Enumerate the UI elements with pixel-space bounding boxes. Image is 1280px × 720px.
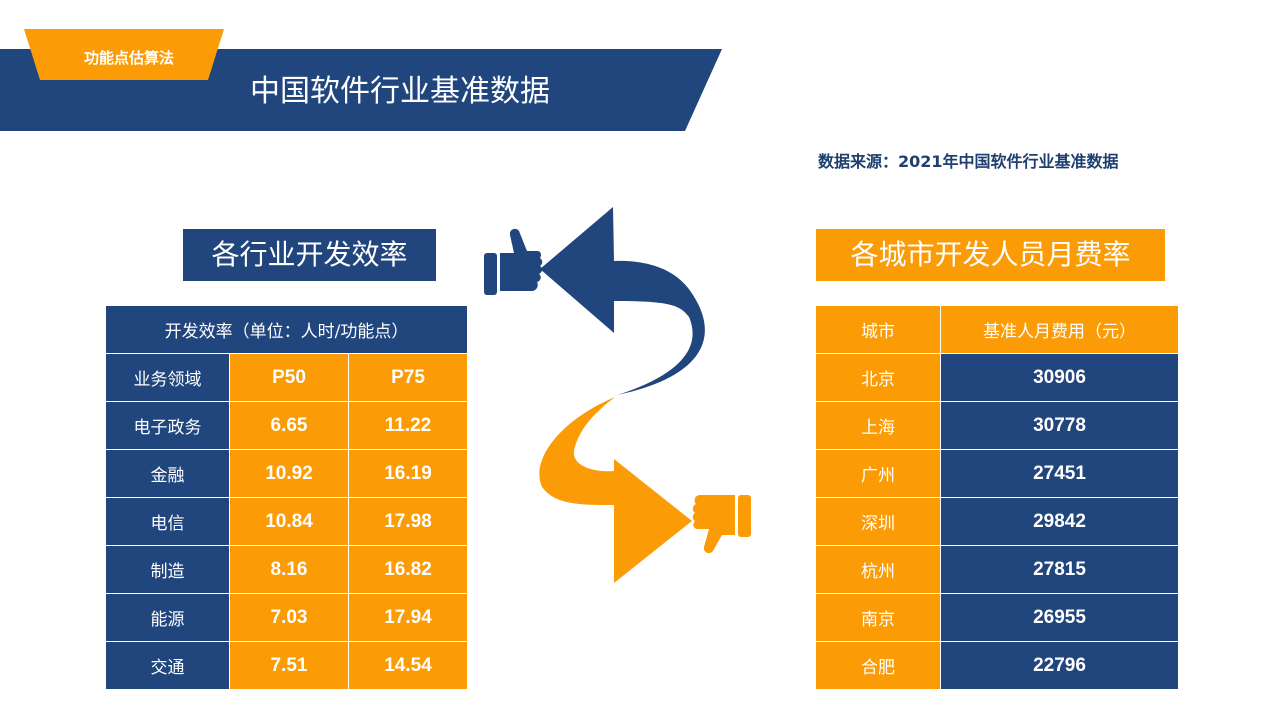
table-caption-row: 开发效率（单位：人时/功能点） (105, 305, 468, 354)
city-cell: 广州 (815, 449, 941, 498)
table-row: 电子政务 6.65 11.22 (105, 401, 468, 450)
p75-cell: 17.94 (348, 593, 468, 642)
industry-efficiency-heading: 各行业开发效率 (183, 229, 436, 281)
column-header: 业务领域 (105, 353, 230, 402)
table-row: 广州 27451 (815, 449, 1179, 498)
p50-cell: 6.65 (229, 401, 349, 450)
header-tab (24, 29, 224, 80)
table-header-row: 城市 基准人月费用（元） (815, 305, 1179, 354)
table-row: 制造 8.16 16.82 (105, 545, 468, 594)
city-cell: 上海 (815, 401, 941, 450)
city-cell: 南京 (815, 593, 941, 642)
table-header-row: 业务领域 P50 P75 (105, 353, 468, 402)
column-header: P75 (348, 353, 468, 402)
tab-label: 功能点估算法 (83, 49, 174, 67)
industry-cell: 交通 (105, 641, 230, 690)
monthly-cost-cell: 26955 (940, 593, 1179, 642)
industry-cell: 制造 (105, 545, 230, 594)
p75-cell: 16.19 (348, 449, 468, 498)
industry-efficiency-table: 开发效率（单位：人时/功能点） 业务领域 P50 P75 电子政务 6.65 1… (105, 305, 468, 690)
column-header: P50 (229, 353, 349, 402)
p50-cell: 8.16 (229, 545, 349, 594)
city-cell: 杭州 (815, 545, 941, 594)
p75-cell: 11.22 (348, 401, 468, 450)
industry-cell: 能源 (105, 593, 230, 642)
monthly-cost-cell: 22796 (940, 641, 1179, 690)
thumbs-down-icon (692, 495, 751, 554)
monthly-cost-cell: 29842 (940, 497, 1179, 546)
p50-cell: 7.51 (229, 641, 349, 690)
table-row: 深圳 29842 (815, 497, 1179, 546)
p75-cell: 16.82 (348, 545, 468, 594)
table-row: 电信 10.84 17.98 (105, 497, 468, 546)
p75-cell: 14.54 (348, 641, 468, 690)
table-row: 南京 26955 (815, 593, 1179, 642)
column-header: 城市 (815, 305, 941, 354)
column-header: 基准人月费用（元） (940, 305, 1179, 354)
data-source: 数据来源：2021年中国软件行业基准数据 (818, 152, 1119, 171)
table-row: 交通 7.51 14.54 (105, 641, 468, 690)
monthly-cost-cell: 30906 (940, 353, 1179, 402)
table-row: 合肥 22796 (815, 641, 1179, 690)
p50-cell: 10.84 (229, 497, 349, 546)
industry-cell: 金融 (105, 449, 230, 498)
table-row: 能源 7.03 17.94 (105, 593, 468, 642)
city-cell: 深圳 (815, 497, 941, 546)
city-rate-heading: 各城市开发人员月费率 (816, 229, 1165, 281)
table-row: 杭州 27815 (815, 545, 1179, 594)
monthly-cost-cell: 30778 (940, 401, 1179, 450)
p50-cell: 7.03 (229, 593, 349, 642)
curved-arrow-icon (539, 397, 692, 583)
table-caption: 开发效率（单位：人时/功能点） (105, 305, 468, 354)
p75-cell: 17.98 (348, 497, 468, 546)
curved-arrow-icon (540, 207, 705, 395)
table-row: 北京 30906 (815, 353, 1179, 402)
city-cell: 北京 (815, 353, 941, 402)
thumbs-up-icon (484, 228, 543, 295)
table-row: 上海 30778 (815, 401, 1179, 450)
city-rate-table: 城市 基准人月费用（元） 北京 30906 上海 30778 广州 27451 … (815, 305, 1179, 690)
industry-cell: 电子政务 (105, 401, 230, 450)
city-cell: 合肥 (815, 641, 941, 690)
page-title: 中国软件行业基准数据 (250, 74, 550, 109)
monthly-cost-cell: 27451 (940, 449, 1179, 498)
monthly-cost-cell: 27815 (940, 545, 1179, 594)
table-row: 金融 10.92 16.19 (105, 449, 468, 498)
comparison-graphic (484, 207, 751, 583)
p50-cell: 10.92 (229, 449, 349, 498)
industry-cell: 电信 (105, 497, 230, 546)
